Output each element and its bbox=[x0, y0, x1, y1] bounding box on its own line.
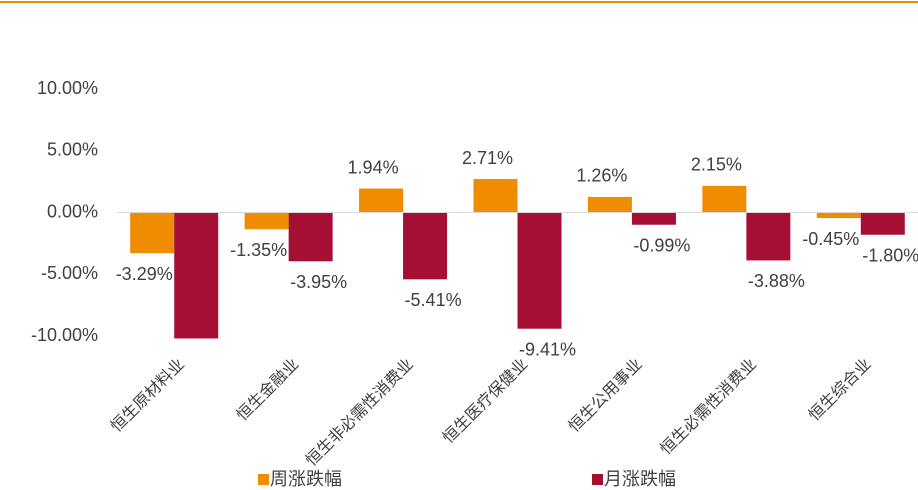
bar bbox=[403, 212, 448, 280]
x-tick-label: 恒生金融业 bbox=[233, 355, 302, 424]
bar bbox=[174, 212, 219, 339]
bar bbox=[288, 212, 333, 262]
bar bbox=[816, 212, 861, 219]
data-label: -9.41% bbox=[519, 339, 576, 359]
data-label: 2.71% bbox=[462, 148, 513, 168]
bar bbox=[631, 212, 676, 225]
bar bbox=[517, 212, 562, 329]
legend-label: 月涨跌幅 bbox=[604, 469, 676, 489]
bar bbox=[860, 212, 905, 235]
x-tick-label: 恒生医疗保健业 bbox=[439, 355, 531, 447]
data-label: -0.45% bbox=[802, 229, 859, 249]
data-label: -1.80% bbox=[862, 245, 918, 265]
bar bbox=[587, 196, 632, 213]
bar bbox=[746, 212, 791, 261]
x-tick-label: 恒生非必需性消费业 bbox=[302, 355, 417, 470]
x-tick-label: 恒生综合业 bbox=[805, 355, 874, 424]
y-tick-label: 5.00% bbox=[47, 140, 98, 160]
data-label: 1.94% bbox=[348, 157, 399, 177]
y-tick-label: -10.00% bbox=[31, 325, 98, 345]
bar bbox=[359, 188, 404, 213]
bar bbox=[473, 179, 518, 213]
x-tick-label: 恒生必需性消费业 bbox=[657, 355, 760, 458]
x-tick-label: 恒生原材料业 bbox=[107, 355, 188, 436]
legend-swatch bbox=[258, 474, 269, 485]
bar bbox=[130, 212, 175, 254]
data-label: 2.15% bbox=[691, 155, 742, 175]
data-label: -3.29% bbox=[116, 264, 173, 284]
y-tick-label: 0.00% bbox=[47, 201, 98, 221]
data-label: 1.26% bbox=[576, 166, 627, 186]
data-label: -5.41% bbox=[405, 290, 462, 310]
data-label: -1.35% bbox=[230, 240, 287, 260]
data-label: -0.99% bbox=[633, 235, 690, 255]
legend-swatch bbox=[592, 474, 603, 485]
bar bbox=[244, 212, 289, 230]
data-label: -3.88% bbox=[748, 271, 805, 291]
data-label: -3.95% bbox=[290, 272, 347, 292]
legend-label: 周涨跌幅 bbox=[270, 469, 342, 489]
y-tick-label: -5.00% bbox=[41, 263, 98, 283]
x-tick-label: 恒生公用事业 bbox=[565, 355, 646, 436]
y-tick-label: 10.00% bbox=[37, 78, 98, 98]
bar bbox=[702, 185, 747, 213]
